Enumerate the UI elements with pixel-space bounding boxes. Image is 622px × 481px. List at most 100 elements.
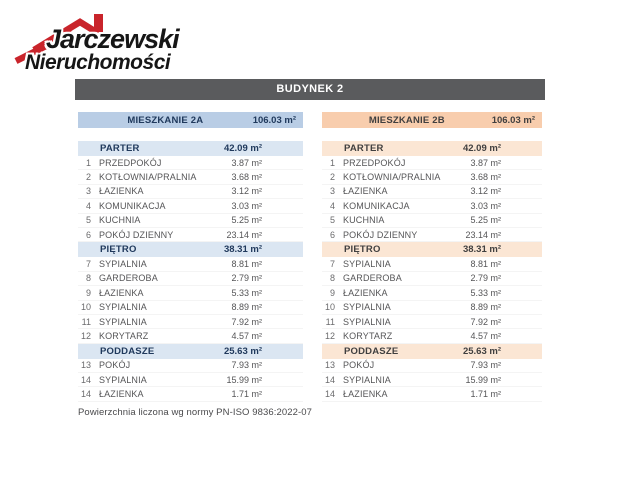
room-area: 7.93 m² (470, 360, 501, 371)
room-area: 23.14 m² (465, 229, 501, 240)
section-label: PARTER (344, 143, 384, 154)
room-row: 13 POKÓJ 7.93 m² (78, 359, 303, 374)
room-name: POKÓJ DZIENNY (99, 229, 174, 240)
room-area: 8.89 m² (470, 302, 501, 313)
apartment-name: MIESZKANIE 2A (127, 114, 204, 126)
room-name: ŁAZIENKA (343, 389, 388, 400)
room-row: 14 SYPIALNIA 15.99 m² (78, 373, 303, 388)
company-logo: Jarczewski Nieruchomości (10, 6, 220, 76)
room-name: ŁAZIENKA (99, 389, 144, 400)
room-number: 6 (85, 229, 91, 240)
room-name: POKÓJ (343, 360, 375, 371)
room-area: 3.87 m² (231, 157, 262, 168)
apartment-name: MIESZKANIE 2B (368, 114, 445, 126)
room-area: 1.71 m² (470, 389, 501, 400)
section-header-row: PARTER 42.09 m² (322, 141, 542, 156)
room-number: 3 (85, 186, 91, 197)
room-area: 1.71 m² (231, 389, 262, 400)
room-name: POKÓJ (99, 360, 131, 371)
section-header-row: PARTER 42.09 m² (78, 141, 303, 156)
room-number: 5 (85, 215, 91, 226)
room-row: 10 SYPIALNIA 8.89 m² (322, 301, 542, 315)
room-name: ŁAZIENKA (343, 186, 388, 197)
room-area: 4.57 m² (470, 330, 501, 341)
room-area: 7.92 m² (470, 316, 501, 327)
room-name: GARDEROBA (343, 273, 402, 284)
room-area: 8.81 m² (231, 259, 262, 270)
room-name: POKÓJ DZIENNY (343, 229, 418, 240)
room-area: 15.99 m² (226, 374, 262, 385)
section-header-row: PIĘTRO 38.31 m² (78, 242, 303, 258)
room-number: 2 (329, 172, 335, 183)
room-name: KOTŁOWNIA/PRALNIA (99, 172, 197, 183)
room-area: 5.33 m² (231, 287, 262, 298)
room-row: 12 KORYTARZ 4.57 m² (78, 329, 303, 344)
apartment-header: MIESZKANIE 2B 106.03 m² (322, 112, 542, 128)
room-name: PRZEDPOKÓJ (99, 157, 162, 168)
footer-note: Powierzchnia liczona wg normy PN-ISO 983… (78, 407, 313, 418)
room-row: 8 GARDEROBA 2.79 m² (322, 272, 542, 287)
section-area: 38.31 m² (223, 244, 262, 256)
room-row: 4 KOMUNIKACJA 3.03 m² (322, 199, 542, 214)
room-row: 14 ŁAZIENKA 1.71 m² (78, 387, 303, 402)
room-number: 7 (85, 259, 91, 270)
room-name: ŁAZIENKA (99, 287, 144, 298)
room-area: 7.92 m² (231, 316, 262, 327)
room-row: 9 ŁAZIENKA 5.33 m² (78, 286, 303, 301)
room-row: 12 KORYTARZ 4.57 m² (322, 329, 542, 344)
room-name: KOTŁOWNIA/PRALNIA (343, 172, 441, 183)
section-area: 25.63 m² (223, 345, 262, 357)
building-header: BUDYNEK 2 (75, 79, 545, 100)
room-area: 7.93 m² (231, 360, 262, 371)
room-name: KORYTARZ (343, 330, 393, 341)
room-number: 11 (325, 316, 335, 327)
room-row: 4 KOMUNIKACJA 3.03 m² (78, 199, 303, 214)
room-name: SYPIALNIA (343, 316, 391, 327)
room-row: 2 KOTŁOWNIA/PRALNIA 3.68 m² (78, 170, 303, 185)
room-number: 8 (329, 273, 335, 284)
apartment-column-2b: MIESZKANIE 2B 106.03 m² PARTER 42.09 m² 1 P… (322, 112, 542, 402)
section-label: PODDASZE (100, 345, 155, 357)
section-area: 42.09 m² (223, 143, 262, 154)
room-area: 5.25 m² (470, 215, 501, 226)
room-row: 11 SYPIALNIA 7.92 m² (322, 315, 542, 330)
room-area: 3.12 m² (231, 186, 262, 197)
room-number: 9 (85, 287, 91, 298)
room-row: 11 SYPIALNIA 7.92 m² (78, 315, 303, 330)
room-area: 3.03 m² (231, 200, 262, 211)
room-name: SYPIALNIA (343, 374, 391, 385)
room-row: 6 POKÓJ DZIENNY 23.14 m² (78, 228, 303, 243)
room-number: 5 (329, 215, 335, 226)
room-row: 14 SYPIALNIA 15.99 m² (322, 373, 542, 388)
room-name: SYPIALNIA (99, 374, 147, 385)
room-row: 5 KUCHNIA 5.25 m² (322, 214, 542, 228)
section-area: 38.31 m² (462, 244, 501, 256)
room-number: 14 (324, 374, 335, 385)
logo-company-name: Jarczewski (46, 24, 180, 54)
room-number: 12 (324, 330, 335, 341)
room-name: KOMUNIKACJA (99, 200, 166, 211)
section-label: PARTER (100, 143, 140, 154)
room-row: 6 POKÓJ DZIENNY 23.14 m² (322, 228, 542, 243)
room-row: 2 KOTŁOWNIA/PRALNIA 3.68 m² (322, 170, 542, 185)
room-row: 1 PRZEDPOKÓJ 3.87 m² (78, 156, 303, 171)
room-area: 3.12 m² (470, 186, 501, 197)
section-area: 42.09 m² (462, 143, 501, 154)
room-number: 1 (329, 157, 335, 168)
room-row: 8 GARDEROBA 2.79 m² (78, 272, 303, 287)
room-name: ŁAZIENKA (99, 186, 144, 197)
section-label: PIĘTRO (100, 244, 137, 256)
room-row: 3 ŁAZIENKA 3.12 m² (322, 185, 542, 200)
logo-company-subtitle: Nieruchomości (25, 51, 171, 74)
section-header-row: PODDASZE 25.63 m² (78, 343, 303, 359)
room-number: 14 (80, 374, 91, 385)
room-name: SYPIALNIA (99, 259, 147, 270)
apartment-column-2a: MIESZKANIE 2A 106.03 m² PARTER 42.09 m² 1 P… (78, 112, 303, 402)
room-area: 2.79 m² (231, 273, 262, 284)
room-area: 2.79 m² (470, 273, 501, 284)
roof-icon (14, 14, 119, 64)
room-row: 1 PRZEDPOKÓJ 3.87 m² (322, 156, 542, 171)
room-row: 5 KUCHNIA 5.25 m² (78, 214, 303, 228)
room-number: 13 (80, 360, 91, 371)
